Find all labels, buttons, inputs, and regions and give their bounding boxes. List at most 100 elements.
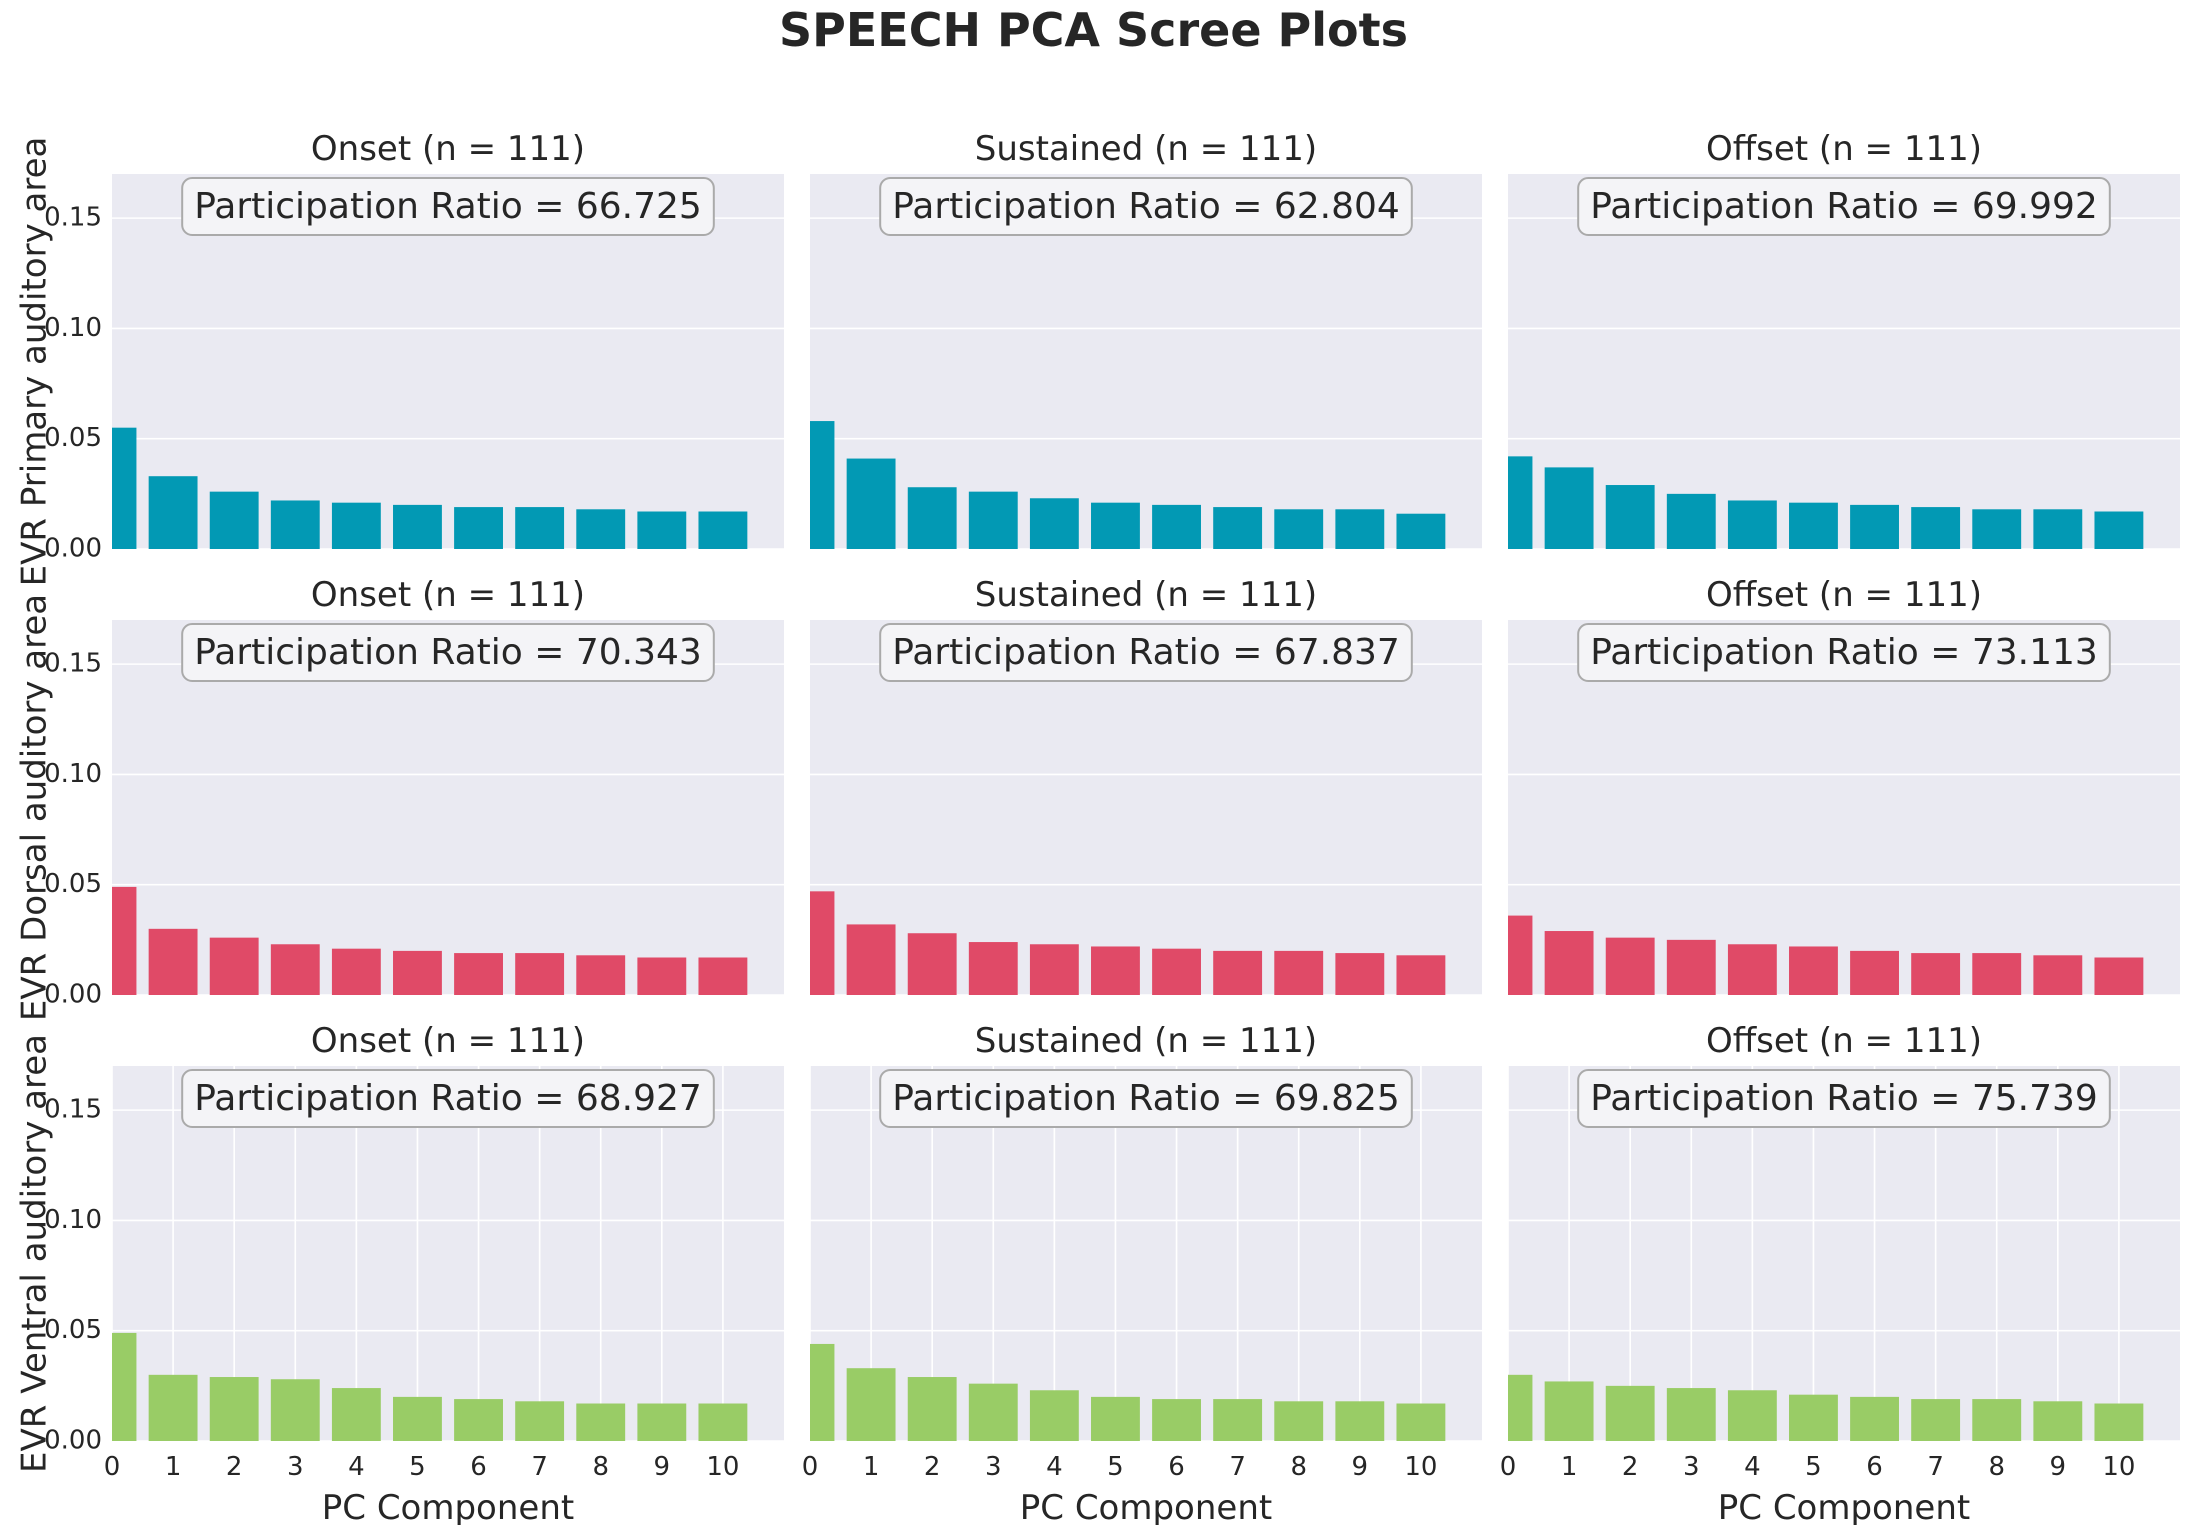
bar — [1544, 467, 1594, 549]
bar — [1911, 1399, 1961, 1441]
x-tick-label: 7 — [1229, 1452, 1246, 1482]
panel-title: Sustained (n = 111) — [975, 575, 1317, 615]
x-tick-label: 7 — [531, 1452, 548, 1482]
panel-background — [810, 620, 1482, 995]
bar — [270, 500, 320, 549]
y-tick-label: 0.05 — [44, 1315, 102, 1345]
bar — [1152, 948, 1201, 995]
bar — [576, 509, 626, 549]
bar — [1972, 953, 2022, 995]
bar — [2033, 955, 2083, 995]
y-tick-label: 0.00 — [44, 980, 102, 1010]
x-tick-label: 3 — [985, 1452, 1002, 1482]
bar — [393, 950, 442, 995]
bar — [1274, 509, 1324, 549]
bar — [454, 507, 503, 549]
bar — [637, 511, 687, 549]
panel-title: Sustained (n = 111) — [975, 1021, 1317, 1061]
bar — [1396, 513, 1446, 549]
bar — [331, 948, 381, 995]
bar — [907, 1377, 957, 1441]
bar — [968, 1383, 1018, 1441]
x-tick-label: 6 — [470, 1452, 487, 1482]
x-tick-label: 8 — [592, 1452, 609, 1482]
participation-ratio-box — [1577, 623, 2111, 682]
x-tick-label: 10 — [2102, 1452, 2135, 1482]
bar — [1972, 509, 2022, 549]
participation-ratio-box — [1577, 177, 2111, 236]
bar — [1789, 1394, 1838, 1441]
bar — [1850, 950, 1899, 995]
bar — [1335, 953, 1385, 995]
x-tick-label: 5 — [1107, 1452, 1124, 1482]
bar — [1508, 915, 1533, 995]
bar — [1274, 1401, 1324, 1441]
x-tick-label: 1 — [165, 1452, 182, 1482]
panel-title: Offset (n = 111) — [1706, 1021, 1982, 1061]
bar — [1213, 1399, 1263, 1441]
bar — [1911, 953, 1961, 995]
participation-ratio-box — [879, 623, 1413, 682]
participation-ratio-box — [181, 1069, 715, 1128]
bar — [907, 487, 957, 549]
bar — [698, 1403, 748, 1441]
bar — [112, 427, 137, 549]
x-tick-label: 5 — [409, 1452, 426, 1482]
bar — [1727, 500, 1777, 549]
bar — [393, 504, 442, 549]
participation-ratio-box — [879, 177, 1413, 236]
bar — [1727, 944, 1777, 995]
bar — [331, 502, 381, 549]
x-tick-label: 6 — [1168, 1452, 1185, 1482]
bar — [1508, 1374, 1533, 1441]
x-axis-label: PC Component — [1020, 1488, 1272, 1525]
bar — [907, 933, 957, 995]
bar — [1335, 1401, 1385, 1441]
bar — [1396, 955, 1446, 995]
bar — [576, 1403, 626, 1441]
bar — [454, 953, 503, 995]
bar — [393, 1396, 442, 1441]
x-tick-label: 4 — [348, 1452, 365, 1482]
x-tick-label: 9 — [2050, 1452, 2067, 1482]
panel-background — [810, 174, 1482, 549]
bar — [112, 1332, 137, 1441]
bar — [270, 944, 320, 995]
bar — [1972, 1399, 2022, 1441]
row-ylabel: EVR Primary auditory area — [15, 137, 55, 587]
figure-title: SPEECH PCA Scree Plots — [779, 3, 1408, 57]
participation-ratio-label: Participation Ratio = 67.837 — [892, 632, 1400, 673]
bar — [515, 953, 565, 995]
bar — [846, 458, 896, 549]
x-tick-label: 1 — [863, 1452, 880, 1482]
bar — [1666, 1388, 1716, 1441]
participation-ratio-label: Participation Ratio = 68.927 — [194, 1078, 702, 1119]
participation-ratio-box — [181, 177, 715, 236]
participation-ratio-box — [879, 1069, 1413, 1128]
panel-title: Onset (n = 111) — [311, 1021, 585, 1061]
y-tick-label: 0.10 — [44, 1205, 102, 1235]
x-tick-label: 0 — [802, 1452, 819, 1482]
bar — [148, 1374, 198, 1441]
bar — [331, 1388, 381, 1441]
bar — [209, 937, 259, 995]
bar — [1911, 507, 1961, 549]
bar — [1396, 1403, 1446, 1441]
panel-background — [1508, 620, 2180, 995]
y-tick-label: 0.10 — [44, 759, 102, 789]
x-tick-label: 8 — [1290, 1452, 1307, 1482]
x-tick-label: 6 — [1866, 1452, 1883, 1482]
bar — [1605, 937, 1655, 995]
bar — [454, 1399, 503, 1441]
bar — [1091, 1396, 1140, 1441]
x-tick-label: 7 — [1927, 1452, 1944, 1482]
row-ylabel: EVR Dorsal auditory area — [15, 594, 55, 1021]
x-tick-label: 9 — [1352, 1452, 1369, 1482]
x-tick-label: 10 — [1404, 1452, 1437, 1482]
panel-title: Offset (n = 111) — [1706, 129, 1982, 169]
bar — [2094, 511, 2144, 549]
y-tick-label: 0.00 — [44, 1426, 102, 1456]
bar — [810, 1343, 835, 1441]
participation-ratio-box — [181, 623, 715, 682]
panel-title: Onset (n = 111) — [311, 129, 585, 169]
